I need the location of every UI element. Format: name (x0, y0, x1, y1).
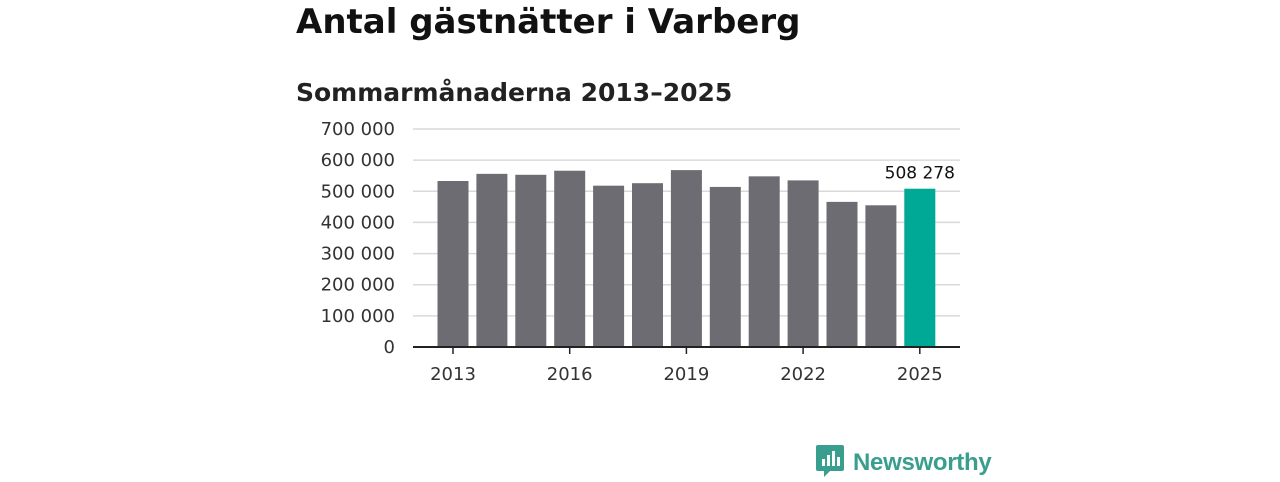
y-tick-label: 0 (384, 337, 395, 358)
bar-2014 (476, 173, 508, 347)
bar-2024 (865, 205, 897, 347)
data-labels: 508 278 (885, 164, 955, 184)
bar-2025 (904, 188, 936, 347)
chart-title: Antal gästnätter i Varberg (296, 2, 801, 42)
y-tick-label: 100 000 (321, 306, 395, 327)
bar-2017 (593, 185, 625, 347)
y-tick-label: 300 000 (321, 244, 395, 265)
bar-2018 (632, 183, 663, 347)
bar-2020 (709, 186, 741, 347)
x-tick-label: 2022 (780, 364, 826, 385)
y-tick-label: 400 000 (321, 212, 395, 233)
y-axis-labels: 0 100 000 200 000 300 000 400 000 500 000 600 … (321, 119, 395, 358)
x-tick-label: 2019 (663, 364, 709, 385)
x-axis-labels: 2013 2016 2019 2022 2025 (430, 364, 943, 385)
bars (437, 170, 936, 347)
x-axis (413, 346, 960, 354)
y-tick-label: 200 000 (321, 275, 395, 296)
x-tick-label: 2013 (430, 364, 476, 385)
x-tick-label: 2025 (897, 364, 943, 385)
bar-2013 (437, 181, 469, 347)
brand-name: Newsworthy (853, 449, 992, 476)
bar-2016 (554, 170, 586, 347)
bar-2019 (670, 170, 702, 347)
bar-2023 (826, 201, 858, 347)
newsworthy-logo-icon (815, 444, 845, 482)
bar-2015 (515, 174, 547, 347)
bar-2022 (787, 180, 819, 347)
y-tick-label: 600 000 (321, 150, 395, 171)
bar-chart: 0 100 000 200 000 300 000 400 000 500 000 600 … (321, 119, 960, 385)
y-tick-label: 700 000 (321, 119, 395, 140)
data-label: 508 278 (885, 164, 955, 184)
chart-subtitle: Sommarmånaderna 2013–2025 (296, 78, 733, 107)
y-tick-label: 500 000 (321, 181, 395, 202)
brand: Newsworthy (815, 444, 992, 482)
bar-2021 (748, 176, 780, 347)
x-tick-label: 2016 (547, 364, 593, 385)
